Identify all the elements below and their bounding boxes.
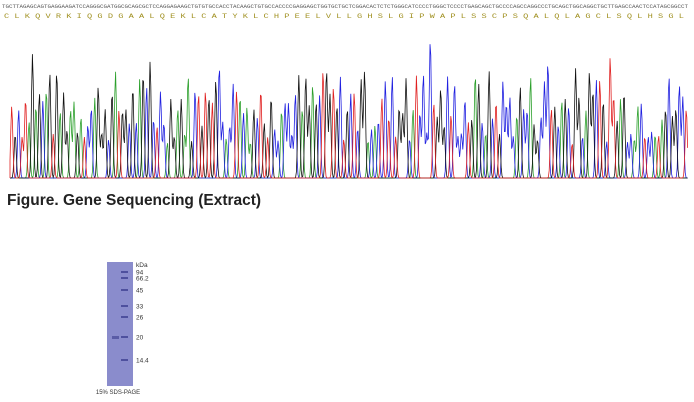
protein-sequence: C L K Q V R K I Q G D G A A L Q E K L C … — [4, 13, 685, 20]
marker-label: 20 — [136, 335, 144, 342]
marker-label: 94 — [136, 270, 144, 277]
gel-caption: 15% SDS-PAGE — [96, 390, 140, 396]
marker-band — [121, 305, 128, 307]
marker-label: 45 — [136, 288, 144, 295]
chromatogram — [9, 44, 688, 179]
marker-band — [121, 336, 128, 338]
gel-lane — [107, 262, 133, 386]
trace — [10, 54, 688, 179]
marker-band — [121, 316, 128, 318]
marker-label: 26 — [136, 315, 144, 322]
marker-label: 33 — [136, 304, 144, 311]
sample-band — [112, 336, 119, 339]
trace — [9, 58, 688, 179]
dna-sequence: TGCTTAGAGCAGTGAGGAAGATCCAGGGCGATGGCGCAGC… — [2, 3, 689, 10]
figure-caption: Figure. Gene Sequencing (Extract) — [7, 192, 261, 209]
marker-band — [121, 277, 128, 279]
marker-label: 14.4 — [136, 358, 149, 365]
marker-band — [121, 289, 128, 291]
gel-unit: kDa — [136, 262, 148, 269]
marker-label: 66.2 — [136, 276, 149, 283]
marker-band — [121, 271, 128, 273]
marker-band — [121, 359, 128, 361]
